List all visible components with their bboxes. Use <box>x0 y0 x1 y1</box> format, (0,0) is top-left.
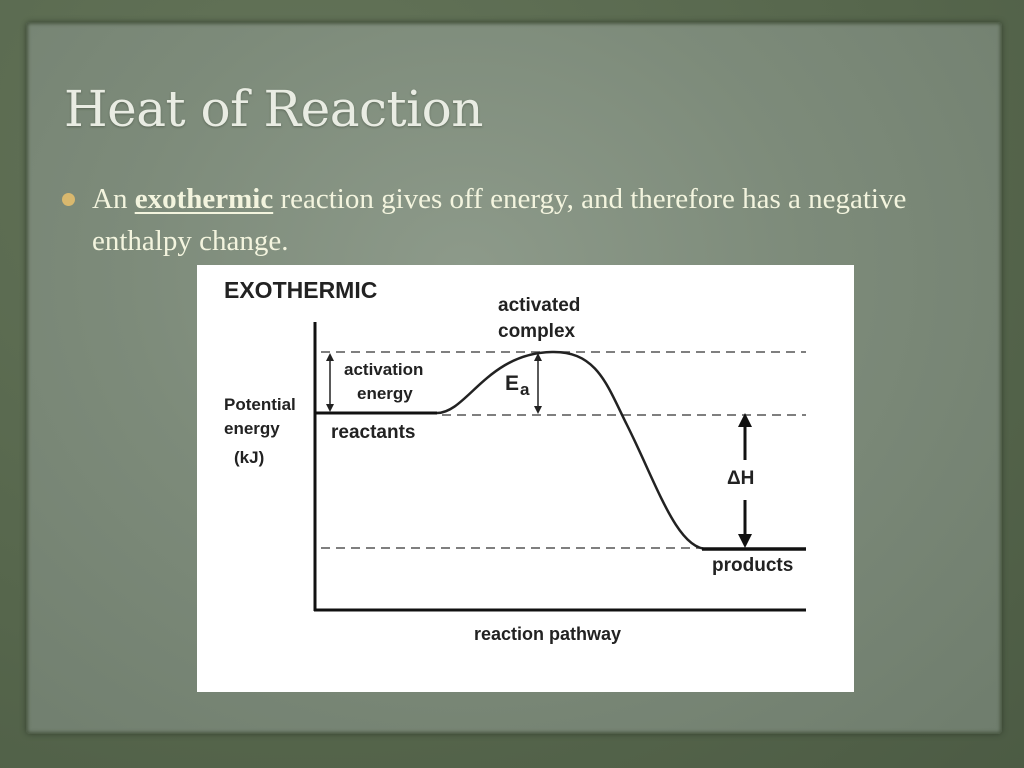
y-axis-label-line1: Potential <box>224 395 296 414</box>
activated-label-line2: complex <box>498 321 576 342</box>
bullet-text: An exothermic reaction gives off energy,… <box>92 178 972 262</box>
ea-label-sub: a <box>520 380 530 399</box>
products-label: products <box>712 555 793 576</box>
reaction-curve <box>315 350 806 551</box>
diagram-heading: EXOTHERMIC <box>224 277 377 303</box>
x-axis-label: reaction pathway <box>474 624 621 644</box>
bullet-marker <box>62 193 75 206</box>
reactants-label: reactants <box>331 422 416 443</box>
exothermic-diagram: EXOTHERMIC activated complex activation … <box>197 265 854 692</box>
y-axis-label-line3: (kJ) <box>234 448 264 467</box>
energy-diagram-svg: EXOTHERMIC activated complex activation … <box>224 277 806 644</box>
bullet-item: An exothermic reaction gives off energy,… <box>62 178 972 262</box>
bullet-emphasis: exothermic <box>134 183 274 215</box>
delta-h-label: ΔH <box>727 468 754 489</box>
activated-label-line1: activated <box>498 295 580 316</box>
activation-energy-line1: activation <box>344 360 423 379</box>
slide-title: Heat of Reaction <box>64 80 483 138</box>
ea-label-main: E <box>505 372 519 395</box>
bullet-suffix: reaction gives off energy, and therefore… <box>92 183 907 257</box>
bullet-prefix: An <box>92 183 135 215</box>
y-axis-label-line2: energy <box>224 419 280 438</box>
activation-energy-line2: energy <box>357 384 413 403</box>
